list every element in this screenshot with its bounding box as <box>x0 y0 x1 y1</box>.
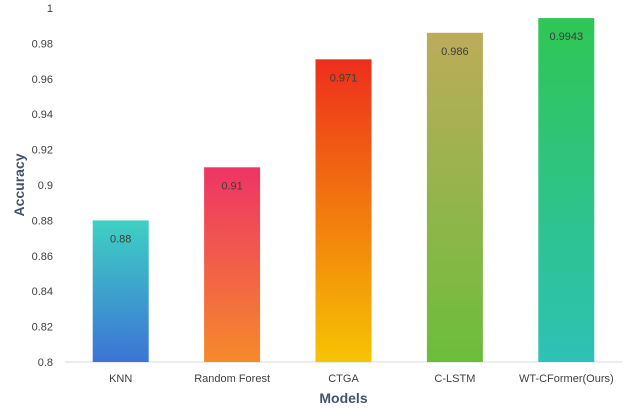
bar <box>426 32 483 362</box>
bar <box>92 220 149 362</box>
y-tick-label: 0.94 <box>32 109 53 121</box>
data-labels: 0.88 0.91 0.971 0.986 0.9943 <box>110 31 583 245</box>
y-tick-label: 0.8 <box>38 357 53 369</box>
x-tick-label: WT-CFormer(Ours) <box>519 373 614 385</box>
data-label: 0.971 <box>330 72 358 84</box>
x-tick-label: KNN <box>109 373 132 385</box>
y-tick-label: 0.9 <box>38 180 53 192</box>
y-tick-label: 0.82 <box>32 322 53 334</box>
data-label: 0.91 <box>221 180 242 192</box>
data-label: 0.9943 <box>549 31 583 43</box>
y-tick-label: 0.96 <box>32 74 53 86</box>
x-tick-label: CTGA <box>328 373 359 385</box>
x-tick-label: C-LSTM <box>434 373 475 385</box>
y-tick-label: 0.92 <box>32 145 53 157</box>
bars <box>92 18 595 363</box>
data-label: 0.986 <box>441 46 469 58</box>
y-tick-label: 0.86 <box>32 251 53 263</box>
x-axis-title: Models <box>319 390 367 406</box>
data-label: 0.88 <box>110 233 131 245</box>
y-tick-label: 0.98 <box>32 38 53 50</box>
x-axis: KNN Random Forest CTGA C-LSTM WT-CFormer(Our… <box>65 361 622 385</box>
y-tick-label: 0.88 <box>32 215 53 227</box>
bar <box>315 59 372 362</box>
y-axis: 0.8 0.82 0.84 0.86 0.88 0.9 0.92 0.94 0.96 0.98 1 <box>32 3 53 369</box>
bar <box>538 18 595 363</box>
y-tick-label: 0.84 <box>32 286 53 298</box>
x-tick-label: Random Forest <box>194 373 270 385</box>
y-tick-label: 1 <box>47 3 53 15</box>
y-axis-title: Accuracy <box>11 153 27 216</box>
bar <box>204 167 261 362</box>
